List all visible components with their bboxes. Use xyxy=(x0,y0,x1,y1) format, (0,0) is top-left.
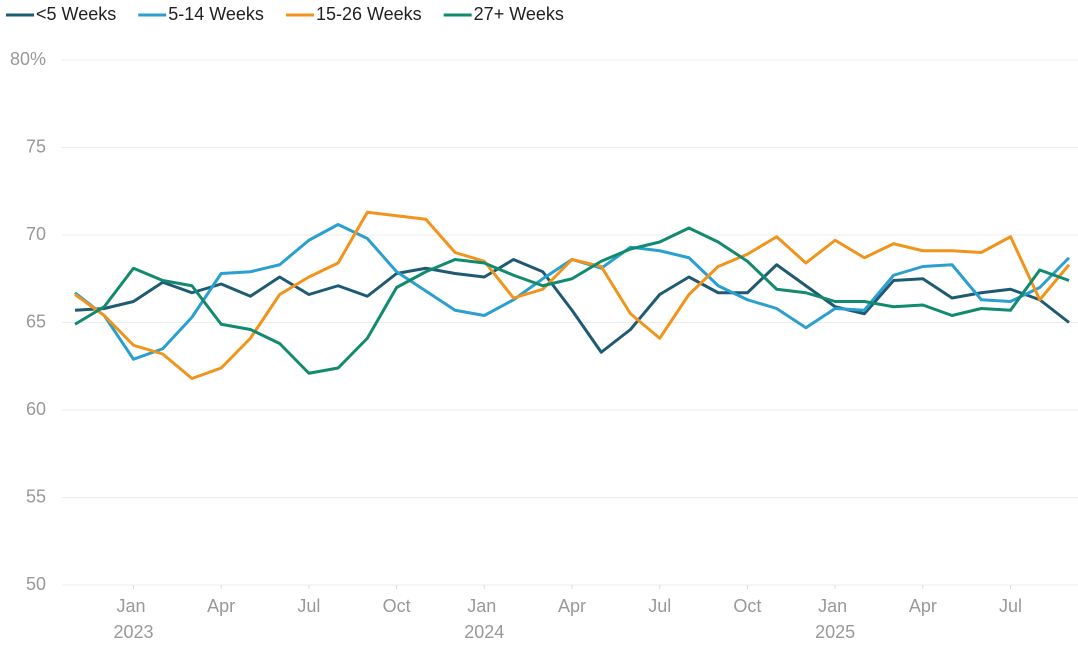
x-tick-label: Jan 2023 xyxy=(113,596,153,642)
series-line xyxy=(74,210,1071,380)
x-tick-label-part: 2023 xyxy=(113,622,153,642)
legend-label: 27+ Weeks xyxy=(474,4,564,24)
x-tick-label: Jan 2025 xyxy=(815,596,855,642)
y-tick-label: 80% xyxy=(10,49,46,69)
legend-label: <5 Weeks xyxy=(36,4,116,24)
y-tick-label: 50 xyxy=(26,574,46,594)
x-tick-label-part: 2025 xyxy=(815,622,855,642)
legend-label: 5-14 Weeks xyxy=(168,4,264,24)
y-tick-label: 60 xyxy=(26,399,46,419)
x-tick-label-part: 2024 xyxy=(464,622,504,642)
x-tick-label: Jul xyxy=(297,596,320,616)
y-tick-label: 65 xyxy=(26,311,46,331)
x-tick-label: Apr xyxy=(558,596,586,616)
y-tick-label: 55 xyxy=(26,486,46,506)
x-tick-label: Oct xyxy=(733,596,761,616)
x-tick-label-part: Jan xyxy=(116,596,150,616)
x-tick-label-part: Jan xyxy=(467,596,501,616)
x-tick-label: Oct xyxy=(383,596,411,616)
series-line xyxy=(74,223,1071,361)
y-tick-label: 70 xyxy=(26,224,46,244)
x-tick-label: Jan 2024 xyxy=(464,596,504,642)
x-tick-label-part: Jan xyxy=(818,596,852,616)
x-tick-label: Jul xyxy=(648,596,671,616)
x-tick-label: Jul xyxy=(999,596,1022,616)
x-tick-label: Apr xyxy=(909,596,937,616)
legend-label: 15-26 Weeks xyxy=(316,4,422,24)
y-tick-label: 75 xyxy=(26,136,46,156)
series-line xyxy=(74,258,1070,354)
x-tick-label: Apr xyxy=(207,596,235,616)
series-line xyxy=(74,226,1070,375)
